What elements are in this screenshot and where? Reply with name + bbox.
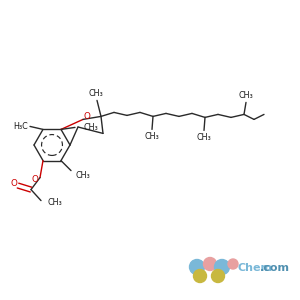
Text: CH₃: CH₃	[88, 89, 104, 98]
Text: O: O	[84, 112, 90, 121]
Circle shape	[194, 269, 206, 283]
Text: O: O	[32, 175, 38, 184]
Circle shape	[212, 269, 224, 283]
Text: CH₃: CH₃	[196, 133, 211, 142]
Text: .com: .com	[260, 263, 290, 273]
Text: CH₃: CH₃	[145, 132, 159, 141]
Circle shape	[214, 260, 230, 274]
Text: H₃C: H₃C	[14, 122, 28, 131]
Circle shape	[203, 257, 217, 271]
Circle shape	[228, 259, 238, 269]
Text: CH₃: CH₃	[83, 123, 98, 132]
Text: CH₃: CH₃	[48, 198, 63, 207]
Text: O: O	[11, 179, 17, 188]
Circle shape	[190, 260, 205, 274]
Text: Chem: Chem	[238, 263, 273, 273]
Text: CH₃: CH₃	[238, 91, 253, 100]
Text: CH₃: CH₃	[75, 171, 90, 180]
